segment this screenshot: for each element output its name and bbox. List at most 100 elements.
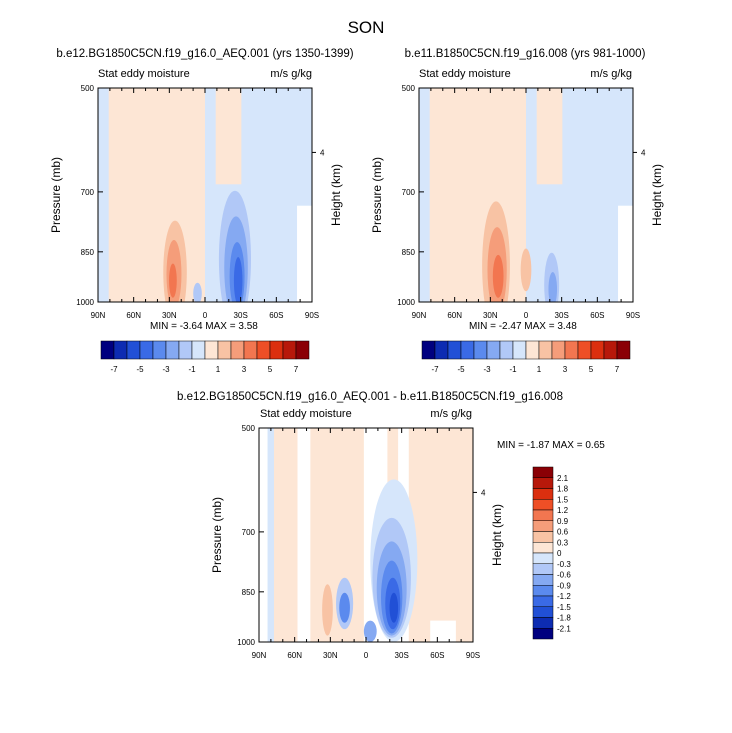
colorbar-1-box — [100, 340, 115, 360]
colorbar-3-label: -0.9 — [557, 581, 571, 590]
colorbar-3-box — [532, 595, 554, 607]
arctic-negative-strip — [267, 428, 274, 642]
colorbar-2-label: -3 — [483, 365, 491, 374]
y-axis-title: Pressure (mb) — [210, 497, 224, 573]
equatorial-negative — [363, 620, 377, 642]
colorbar-3-box — [532, 499, 554, 511]
contour-field-3 — [259, 428, 473, 642]
x-tick-label: 0 — [524, 311, 529, 320]
equatorial-positive — [520, 248, 532, 292]
colorbar-1-box — [139, 340, 154, 360]
y-tick-label: 700 — [242, 528, 256, 537]
arctic-negative-strip — [98, 88, 109, 302]
panel-2-minmax: MIN = -2.47 MAX = 3.48 — [469, 321, 577, 332]
x-tick-label: 30S — [395, 651, 409, 660]
x-tick-label: 30S — [555, 311, 569, 320]
positive-band-1 — [271, 428, 298, 642]
upper-positive-tongue — [215, 88, 242, 185]
colorbar-2-box — [616, 340, 631, 360]
y2-tick-label: 4 — [641, 148, 646, 157]
x-tick-label: 60S — [590, 311, 604, 320]
colorbar-2-box — [564, 340, 579, 360]
colorbar-3-label: 0.3 — [557, 538, 569, 547]
y2-tick-label: 4 — [481, 488, 486, 497]
panel-2-left-string: Stat eddy moisture — [419, 68, 511, 80]
colorbar-1-box — [178, 340, 193, 360]
colorbar-2-box — [421, 340, 436, 360]
antarctic-blank — [618, 205, 633, 302]
colorbar-3-box — [532, 552, 554, 564]
colorbar-3-box — [532, 477, 554, 489]
positive-core — [322, 584, 333, 636]
colorbar-3-box — [532, 617, 554, 629]
y-tick-label: 850 — [81, 248, 95, 257]
colorbar-3-box — [532, 606, 554, 618]
colorbar-3-label: 1.2 — [557, 506, 569, 515]
antarctic-blank — [430, 620, 456, 642]
colorbar-2-box — [551, 340, 566, 360]
colorbar-3-label: 1.8 — [557, 485, 569, 494]
colorbar-3-label: 1.5 — [557, 495, 569, 504]
colorbar-1-label: -7 — [110, 365, 118, 374]
colorbar-3-label: -1.2 — [557, 592, 571, 601]
colorbar-2-label: 5 — [589, 365, 594, 374]
panel-3-minmax: MIN = -1.87 MAX = 0.65 — [497, 440, 605, 451]
colorbar-1-box — [152, 340, 167, 360]
colorbar-3-box — [532, 520, 554, 532]
x-tick-label: 90N — [91, 311, 106, 320]
colorbar-2-box — [512, 340, 527, 360]
colorbar-1-box — [295, 340, 310, 360]
x-tick-label: 90S — [466, 651, 480, 660]
colorbar-3-label: -0.3 — [557, 560, 571, 569]
x-tick-label: 60N — [287, 651, 302, 660]
y-axis-title: Pressure (mb) — [370, 157, 384, 233]
panel-3-left-string: Stat eddy moisture — [260, 408, 352, 420]
y-tick-label: 850 — [402, 248, 416, 257]
y2-axis-title: Height (km) — [650, 164, 664, 226]
colorbar-1-box — [243, 340, 258, 360]
colorbar-1-label: -5 — [136, 365, 144, 374]
colorbar-1-box — [204, 340, 219, 360]
colorbar-3-label: -2.1 — [557, 624, 571, 633]
colorbar-1-box — [126, 340, 141, 360]
colorbar-2-box — [538, 340, 553, 360]
colorbar-2-box — [473, 340, 488, 360]
y-tick-label: 500 — [402, 84, 416, 93]
colorbar-2-box — [577, 340, 592, 360]
colorbar-1-box — [256, 340, 271, 360]
secondary-negative-2 — [339, 592, 350, 623]
colorbar-1-box — [113, 340, 128, 360]
colorbar-1-label: 7 — [294, 365, 299, 374]
positive-band-4 — [408, 428, 473, 642]
contour-field-2 — [419, 88, 633, 302]
y-tick-label: 1000 — [397, 298, 415, 307]
colorbar-2-label: -5 — [457, 365, 465, 374]
negative-core-4 — [233, 257, 243, 302]
y2-axis-title: Height (km) — [329, 164, 343, 226]
colorbar-3-box — [532, 563, 554, 575]
y-tick-label: 500 — [81, 84, 95, 93]
colorbar-3-box — [532, 585, 554, 597]
panel-3-right-string: m/s g/kg — [430, 408, 472, 420]
colorbar-2-label: 7 — [615, 365, 620, 374]
colorbar-3-box — [532, 628, 554, 640]
y-tick-label: 700 — [81, 188, 95, 197]
colorbar-1-label: -3 — [162, 365, 170, 374]
colorbar-3-label: -1.8 — [557, 614, 571, 623]
arctic-negative-strip — [419, 88, 430, 302]
panel-1-left-string: Stat eddy moisture — [98, 68, 190, 80]
colorbar-3-label: 2.1 — [557, 474, 569, 483]
colorbar-3-box — [532, 509, 554, 521]
y-tick-label: 1000 — [237, 638, 255, 647]
x-tick-label: 30N — [162, 311, 177, 320]
colorbar-3-box — [532, 531, 554, 543]
panel-2-title: b.e11.B1850C5CN.f19_g16.008 (yrs 981-100… — [404, 48, 646, 60]
nh-positive-region — [98, 88, 205, 302]
panel-1-title: b.e12.BG1850C5CN.f19_g16.0_AEQ.001 (yrs … — [56, 48, 354, 60]
colorbar-1-box — [282, 340, 297, 360]
x-tick-label: 30S — [234, 311, 248, 320]
x-tick-label: 60S — [269, 311, 283, 320]
negative-core-5 — [389, 592, 399, 623]
colorbar-3-label: 0 — [557, 549, 562, 558]
